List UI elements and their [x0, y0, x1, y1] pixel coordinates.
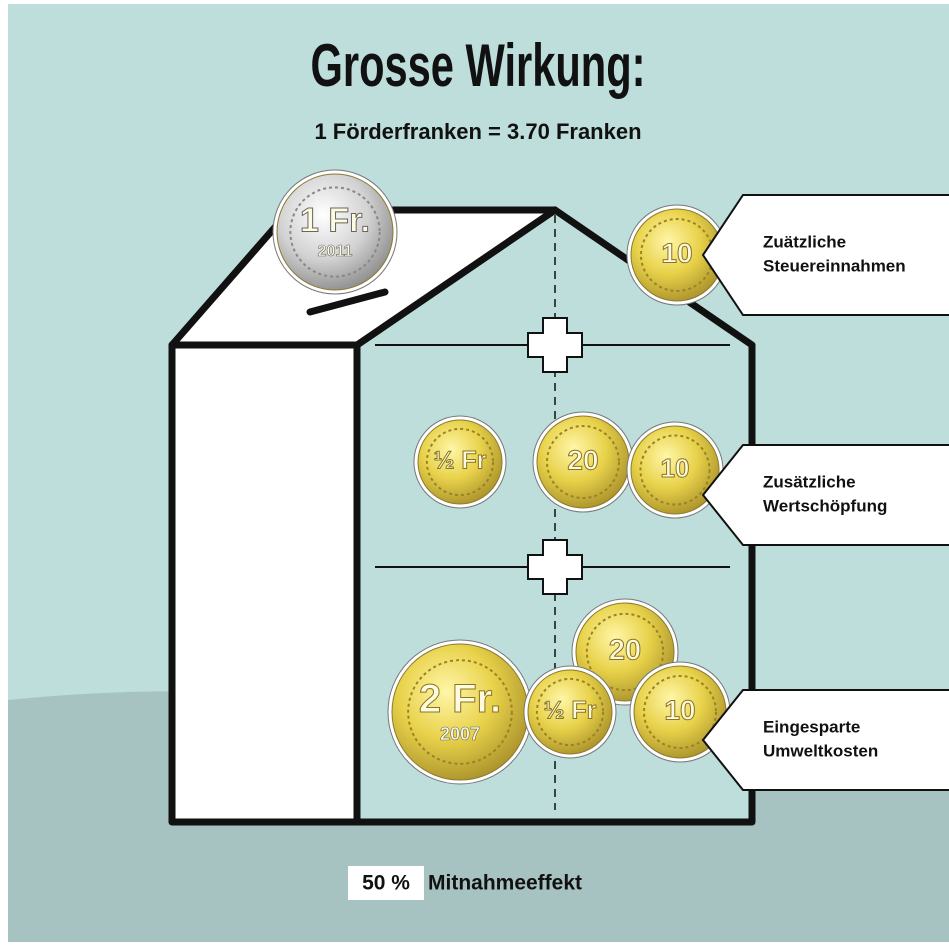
label-tag	[703, 195, 949, 315]
coin: ½ Fr	[414, 416, 506, 508]
coin-label: 2 Fr.	[419, 677, 501, 721]
coin: 2 Fr. 2007	[388, 640, 532, 784]
label-text: Zuätzliche	[763, 232, 846, 251]
label-text: Umweltkosten	[763, 741, 878, 760]
label-tag	[703, 445, 949, 545]
coin-label: 20	[609, 635, 641, 667]
coin-label: 10	[661, 453, 690, 483]
label-text: Eingesparte	[763, 717, 860, 736]
label-text: Zusätzliche	[763, 472, 856, 491]
coin-label: ½ Fr	[434, 447, 487, 475]
label-text: Steuereinnahmen	[763, 256, 906, 275]
coin-label: ½ Fr	[544, 697, 597, 725]
coin-year: 2011	[318, 243, 353, 260]
coin: 1 Fr. 2011	[273, 170, 397, 294]
coin-label: 10	[661, 237, 692, 268]
house-side	[172, 345, 357, 822]
footer-text: Mitnahmeeffekt	[428, 872, 582, 895]
coin-label: 20	[567, 444, 598, 475]
coin-year: 2007	[440, 724, 480, 744]
labels: Zuätzliche Steuereinnahmen Zusätzliche Wert…	[703, 195, 949, 790]
label-tag	[703, 690, 949, 790]
subtitle: 1 Förderfranken = 3.70 Franken	[314, 119, 641, 144]
coin-label: 1 Fr.	[300, 202, 370, 240]
coin: 20	[533, 412, 633, 512]
footer-highlight: 50 %	[362, 872, 410, 895]
infographic: Grosse Wirkung: 1 Förderfranken = 3.70 F…	[0, 0, 949, 949]
label-text: Wertschöpfung	[763, 496, 887, 515]
title: Grosse Wirkung:	[311, 32, 646, 99]
coin-label: 10	[664, 694, 695, 725]
coin: ½ Fr	[524, 666, 616, 758]
